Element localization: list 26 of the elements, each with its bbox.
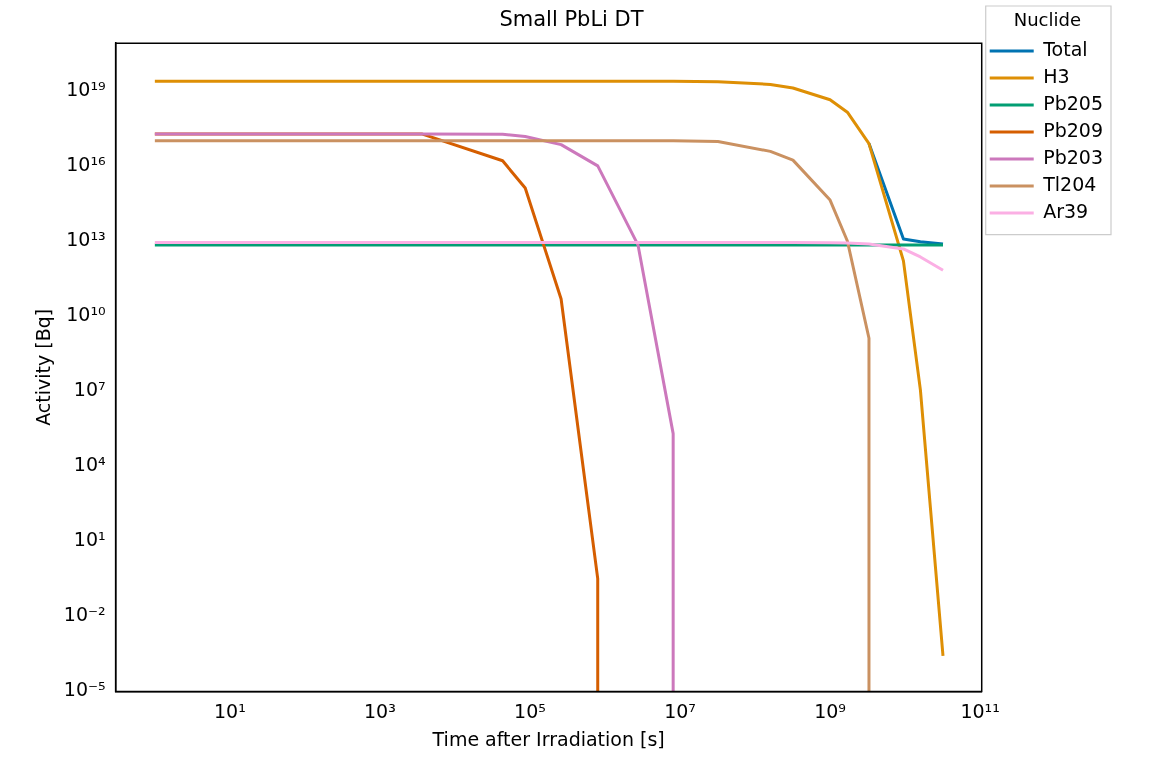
legend-label: Total <box>1042 38 1088 61</box>
legend-title: Nuclide <box>1013 8 1081 30</box>
legend-label: Tl204 <box>1042 173 1097 196</box>
y-tick-label: 10⁴ <box>73 453 106 476</box>
x-tick-label: 10¹ <box>213 699 246 722</box>
x-tick-label: 10⁵ <box>514 699 546 722</box>
y-tick-label: 10⁷ <box>73 378 106 401</box>
y-tick-label: 10¹ <box>73 528 106 551</box>
legend-label: Pb203 <box>1043 146 1104 169</box>
y-tick-label: 10¹⁰ <box>66 302 106 325</box>
x-tick-label: 10⁷ <box>664 699 696 722</box>
y-tick-label: 10⁻² <box>63 603 106 626</box>
legend-label: Ar39 <box>1043 200 1089 223</box>
legend-label: H3 <box>1043 65 1070 88</box>
x-tick-label: 10³ <box>364 699 396 722</box>
y-tick-label: 10¹⁹ <box>66 77 106 100</box>
y-tick-label: 10¹⁶ <box>66 152 106 175</box>
legend-label: Pb209 <box>1043 119 1104 142</box>
x-axis-title: Time after Irradiation [s] <box>431 727 665 750</box>
y-tick-label: 10⁻⁵ <box>63 678 106 701</box>
chart-title: Small PbLi DT <box>499 7 644 32</box>
y-tick-label: 10¹³ <box>66 227 106 250</box>
y-axis-title: Activity [Bq] <box>32 308 55 426</box>
legend-label: Pb205 <box>1043 92 1104 115</box>
x-tick-label: 10¹¹ <box>960 699 1000 722</box>
x-tick-label: 10⁹ <box>814 699 846 722</box>
